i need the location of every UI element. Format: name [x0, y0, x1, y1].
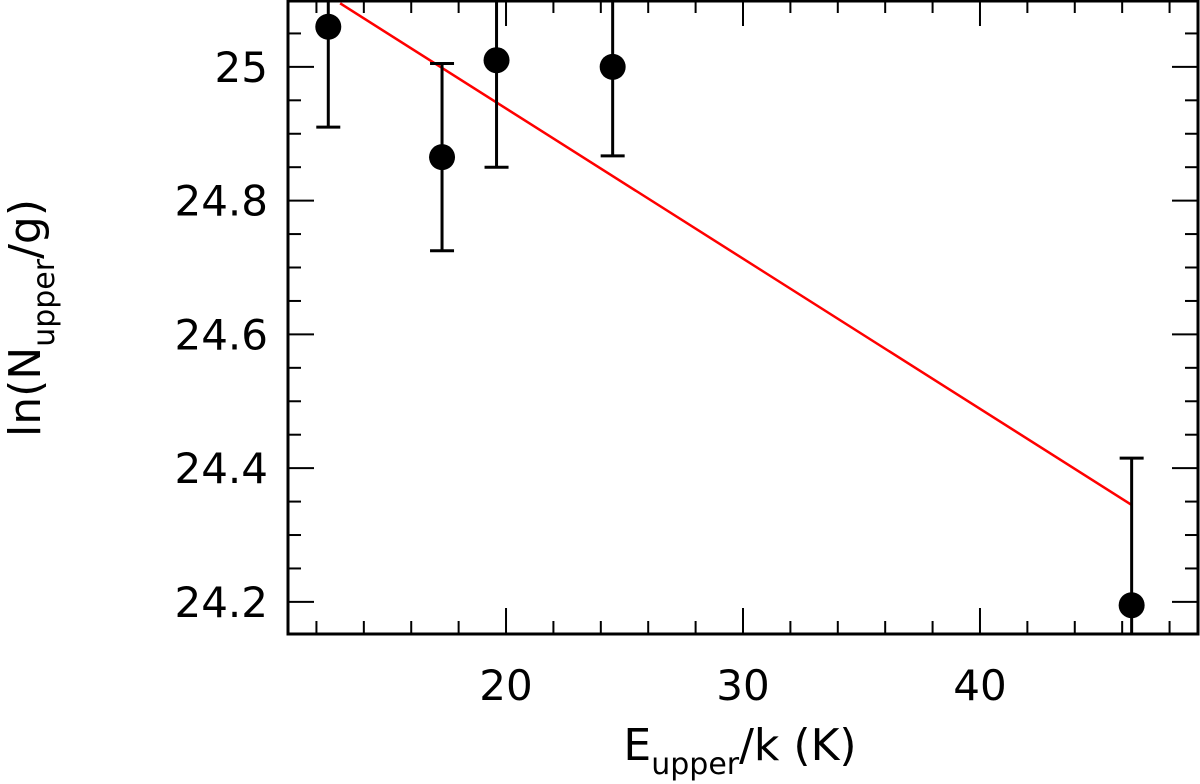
- error-bars: [316, 0, 1144, 634]
- x-axis-title-main: E: [623, 720, 651, 771]
- y-tick-label: 24.2: [174, 578, 268, 627]
- data-point: [429, 144, 456, 171]
- y-tick-label: 24.6: [174, 310, 268, 359]
- fit-line-group: [339, 2, 1133, 506]
- data-points: [315, 13, 1145, 619]
- y-axis-title-sub: upper: [27, 258, 62, 347]
- data-point: [483, 47, 510, 74]
- axis-ticks: [288, 0, 1198, 634]
- data-point: [1118, 592, 1145, 619]
- x-tick-label: 30: [716, 661, 769, 710]
- plot-border: [286, 0, 1200, 636]
- y-axis-title: ln(Nupper/g): [0, 199, 62, 437]
- x-axis-title-sub: upper: [651, 747, 740, 782]
- tick-labels: 20 30 40 24.2 24.4 24.6 24.8 25: [174, 43, 1006, 710]
- x-axis-title-rest: /k (K): [739, 720, 856, 771]
- fit-line: [339, 2, 1133, 506]
- data-point: [599, 53, 626, 80]
- y-tick-label: 24.8: [174, 177, 268, 226]
- y-tick-label: 25: [215, 43, 268, 92]
- x-axis-title: Eupper/k (K): [623, 720, 856, 782]
- y-axis-title-main: ln(N: [0, 347, 51, 437]
- y-axis-title-rest: /g): [0, 199, 51, 259]
- x-tick-label: 40: [953, 661, 1006, 710]
- data-point: [315, 13, 342, 40]
- x-tick-label: 20: [479, 661, 532, 710]
- y-tick-label: 24.4: [174, 444, 268, 493]
- plot-frame: [286, 0, 1200, 636]
